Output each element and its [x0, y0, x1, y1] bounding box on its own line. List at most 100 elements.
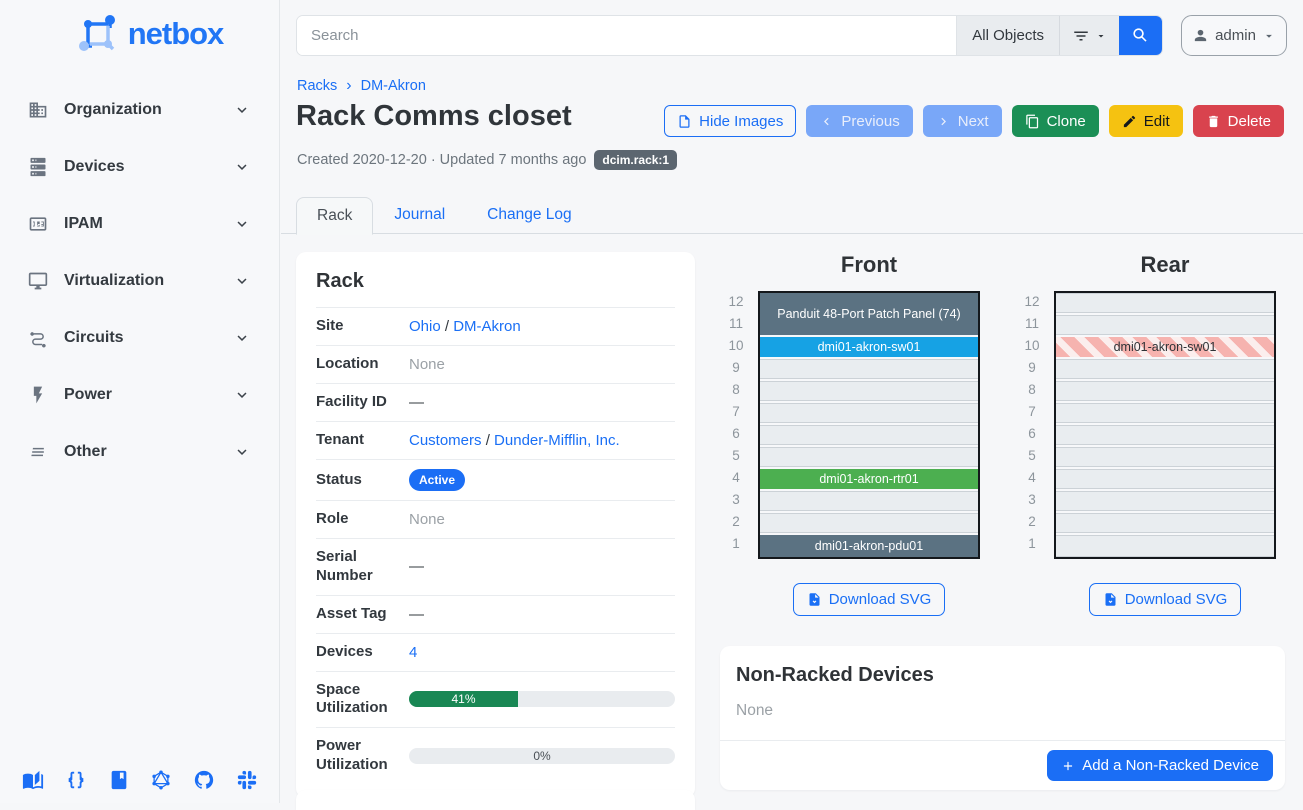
- empty-rack-unit[interactable]: [1056, 535, 1274, 557]
- chevron-down-icon: [233, 158, 251, 176]
- empty-rack-unit[interactable]: [1056, 469, 1274, 491]
- device-slot[interactable]: Panduit 48-Port Patch Panel (74): [760, 293, 978, 337]
- github-icon[interactable]: [193, 769, 215, 791]
- tabs-divider: [281, 233, 1303, 234]
- info-label: Devices: [316, 642, 373, 660]
- unit-number: 5: [732, 448, 740, 463]
- info-value: 4: [409, 644, 675, 661]
- netbox-logo[interactable]: netbox: [48, 12, 251, 56]
- plus-icon: [1061, 759, 1075, 773]
- add-non-racked-device-label: Add a Non-Racked Device: [1082, 757, 1259, 774]
- unit-number: 2: [1028, 514, 1036, 529]
- info-row-role: Role None: [316, 500, 675, 538]
- unit-number: 3: [732, 492, 740, 507]
- empty-rack-unit[interactable]: [1056, 447, 1274, 469]
- empty-rack-unit[interactable]: [1056, 381, 1274, 403]
- user-icon: [1192, 27, 1209, 44]
- empty-rack-unit[interactable]: [1056, 425, 1274, 447]
- sidebar-item-power[interactable]: Power: [16, 375, 263, 415]
- global-search-bar: All Objects: [296, 15, 1163, 56]
- clone-label: Clone: [1046, 112, 1086, 130]
- empty-rack-unit[interactable]: [1056, 293, 1274, 315]
- search-submit-button[interactable]: [1119, 16, 1162, 55]
- value-link[interactable]: Customers: [409, 432, 482, 449]
- unit-number: 4: [1028, 470, 1036, 485]
- info-value: 0%: [409, 747, 675, 764]
- download-svg-label: Download SVG: [1124, 591, 1228, 608]
- empty-rack-unit[interactable]: [760, 491, 978, 513]
- empty-rack-unit[interactable]: [760, 447, 978, 469]
- info-value: —: [409, 394, 675, 411]
- value-link[interactable]: DM-Akron: [453, 318, 521, 335]
- device-slot[interactable]: dmi01-akron-sw01: [760, 337, 978, 359]
- empty-rack-unit[interactable]: [760, 425, 978, 447]
- api-docs-book-icon[interactable]: [108, 769, 130, 791]
- rest-api-braces-icon[interactable]: [65, 769, 87, 791]
- hide-images-button[interactable]: Hide Images: [664, 105, 797, 137]
- empty-rack-unit[interactable]: [1056, 403, 1274, 425]
- empty-rack-unit[interactable]: [760, 359, 978, 381]
- info-value: Customers / Dunder-Mifflin, Inc.: [409, 432, 620, 449]
- empty-rack-unit[interactable]: [760, 403, 978, 425]
- breadcrumb-dm-akron[interactable]: DM-Akron: [360, 78, 426, 94]
- docs-book-icon[interactable]: [22, 769, 44, 791]
- device-slot[interactable]: dmi01-akron-sw01: [1056, 337, 1274, 359]
- sidebar-item-label: Circuits: [64, 329, 124, 346]
- sidebar-item-ipam[interactable]: IPAM: [16, 204, 263, 244]
- tab-change-log[interactable]: Change Log: [487, 206, 572, 223]
- unit-number: 10: [1024, 338, 1040, 353]
- breadcrumb-racks[interactable]: Racks: [297, 78, 338, 94]
- empty-rack-unit[interactable]: [1056, 359, 1274, 381]
- search-input[interactable]: [297, 16, 957, 55]
- info-row-status: Status Active: [316, 459, 675, 500]
- unit-number: 8: [1028, 382, 1036, 397]
- unit-number: 11: [1024, 316, 1039, 331]
- info-row-facility-id: Facility ID —: [316, 383, 675, 421]
- device-slot[interactable]: dmi01-akron-pdu01: [760, 535, 978, 557]
- empty-rack-unit[interactable]: [1056, 513, 1274, 535]
- sidebar-item-devices[interactable]: Devices: [16, 147, 263, 187]
- empty-rack-unit[interactable]: [1056, 491, 1274, 513]
- sidebar-item-organization[interactable]: Organization: [16, 90, 263, 130]
- search-scope-button[interactable]: All Objects: [956, 16, 1059, 55]
- value-link[interactable]: Ohio: [409, 318, 441, 335]
- created-updated-text: Created 2020-12-20 · Updated 7 months ag…: [297, 152, 587, 168]
- rack-info-table: Site Ohio / DM-Akron Location None Facility …: [316, 307, 675, 784]
- info-label: Asset Tag: [316, 604, 387, 622]
- sidebar-item-virtualization[interactable]: Virtualization: [16, 261, 263, 301]
- delete-label: Delete: [1227, 112, 1271, 130]
- download-svg-button[interactable]: Download SVG: [792, 583, 946, 616]
- info-row-serial-number: Serial Number —: [316, 538, 675, 595]
- user-menu-button[interactable]: admin: [1181, 15, 1287, 56]
- sidebar-item-circuits[interactable]: Circuits: [16, 318, 263, 358]
- add-non-racked-device-button[interactable]: Add a Non-Racked Device: [1047, 750, 1273, 781]
- info-label: Serial Number: [316, 548, 373, 584]
- search-filter-dropdown[interactable]: [1059, 16, 1119, 55]
- tab-rack[interactable]: Rack: [296, 197, 374, 235]
- download-svg-button[interactable]: Download SVG: [1088, 583, 1242, 616]
- tab-journal[interactable]: Journal: [394, 206, 446, 223]
- empty-rack-unit[interactable]: [1056, 315, 1274, 337]
- breadcrumb-chevron-icon: ›: [346, 77, 352, 94]
- value-link[interactable]: 4: [409, 643, 418, 661]
- slack-icon[interactable]: [236, 769, 258, 791]
- value-link[interactable]: Dunder-Mifflin, Inc.: [494, 432, 620, 449]
- unit-number: 12: [1024, 294, 1040, 309]
- chevron-down-icon: [233, 329, 251, 347]
- unit-number: 5: [1028, 448, 1036, 463]
- next-button[interactable]: Next: [922, 105, 1002, 137]
- info-value: Ohio / DM-Akron: [409, 318, 521, 335]
- delete-button[interactable]: Delete: [1192, 105, 1284, 137]
- empty-rack-unit[interactable]: [760, 513, 978, 535]
- graphql-icon[interactable]: [150, 769, 172, 791]
- sidebar-item-label: Other: [64, 443, 107, 460]
- unit-number: 7: [1028, 404, 1036, 419]
- empty-rack-unit[interactable]: [760, 381, 978, 403]
- clone-button[interactable]: Clone: [1011, 105, 1099, 137]
- chevron-down-icon: [233, 215, 251, 233]
- sidebar-item-other[interactable]: Other: [16, 432, 263, 472]
- breadcrumb: Racks › DM-Akron: [297, 77, 426, 95]
- device-slot[interactable]: dmi01-akron-rtr01: [760, 469, 978, 491]
- edit-button[interactable]: Edit: [1108, 105, 1183, 137]
- previous-button[interactable]: Previous: [806, 105, 913, 137]
